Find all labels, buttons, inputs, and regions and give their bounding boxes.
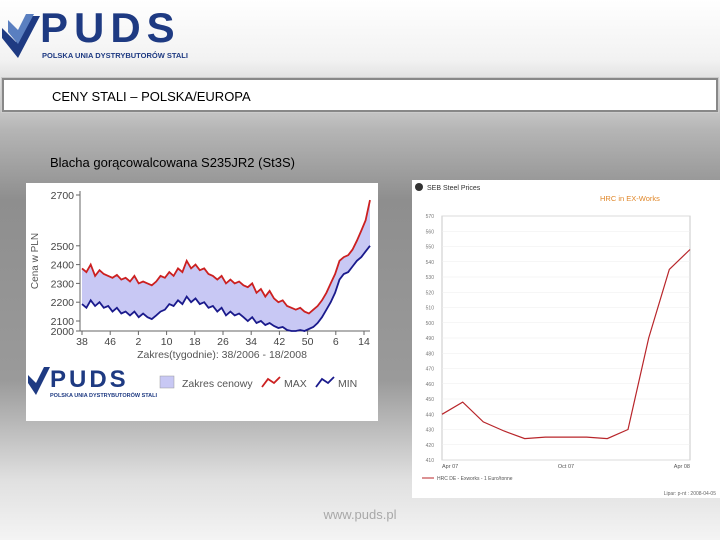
max-series-line — [81, 199, 371, 315]
y-tick-label: 510 — [426, 306, 435, 312]
x-tick-label: Apr 08 — [674, 464, 690, 470]
y-tick-label: 540 — [426, 260, 435, 266]
x-tick-label: 6 — [333, 336, 339, 348]
logo-subtitle: POLSKA UNIA DYSTRYBUTORÓW STALI — [42, 51, 188, 60]
product-title: Blacha gorącowalcowana S235JR2 (St3S) — [50, 155, 295, 170]
puds-chart-logo: PUDS POLSKA UNIA DYSTRYBUTORÓW STALI — [28, 366, 158, 399]
y-tick-label: 2500 — [51, 241, 75, 253]
legend-range-swatch — [159, 375, 175, 389]
x-tick-label: 26 — [217, 336, 229, 348]
y-axis-label: Cena w PLN — [30, 233, 41, 289]
price-range-area — [82, 200, 370, 331]
legend-min-swatch — [315, 376, 335, 388]
x-tick-label: 10 — [161, 336, 173, 348]
y-tick-label: 430 — [426, 428, 435, 434]
y-tick-label: 570 — [426, 214, 435, 220]
y-tick-label: 2400 — [51, 260, 75, 272]
y-tick-label: 2200 — [51, 297, 75, 309]
seb-steel-prices-chart: SEB Steel Prices HRC in EX-Works 410 420 4… — [412, 180, 720, 498]
seb-chart-title: SEB Steel Prices — [427, 185, 481, 192]
legend-max-swatch — [261, 376, 281, 388]
y-tick-label: 2000 — [51, 326, 75, 338]
min-series-line — [81, 245, 371, 332]
y-tick-label: 420 — [426, 443, 435, 449]
x-tick-label: 34 — [245, 336, 257, 348]
x-tick-label: 2 — [135, 336, 141, 348]
chart-logo-text: PUDS — [50, 366, 129, 393]
y-tick-label: 450 — [426, 397, 435, 403]
x-tick-label: 50 — [302, 336, 314, 348]
footer-url: www.puds.pl — [323, 507, 397, 522]
legend-max-label: MAX — [284, 378, 307, 390]
x-tick-label: 42 — [274, 336, 286, 348]
y-tick-label: 2100 — [51, 316, 75, 328]
puds-logo-icon: PUDS POLSKA UNIA DYSTRYBUTORÓW STALI — [2, 4, 188, 60]
header-logo: PUDS POLSKA UNIA DYSTRYBUTORÓW STALI — [0, 0, 260, 72]
y-tick-label: 2300 — [51, 278, 75, 290]
y-tick-label: 520 — [426, 290, 435, 296]
y-tick-label: 560 — [426, 229, 435, 235]
y-tick-label: 440 — [426, 412, 435, 418]
y-tick-label: 470 — [426, 367, 435, 373]
x-tick-label: 38 — [76, 336, 88, 348]
y-tick-label: 410 — [426, 458, 435, 464]
logo-text: PUDS — [40, 4, 181, 51]
x-tick-label: 18 — [189, 336, 201, 348]
y-tick-label: 530 — [426, 275, 435, 281]
legend-min-label: MIN — [338, 378, 357, 390]
x-tick-label: 14 — [358, 336, 370, 348]
y-tick-label: 460 — [426, 382, 435, 388]
chart-logo-subtitle: POLSKA UNIA DYSTRYBUTORÓW STALI — [50, 391, 158, 399]
y-tick-label: 480 — [426, 351, 435, 357]
legend-hrc-label: HRC DE - Exworks - 1 Euro/tonne — [437, 476, 513, 482]
x-tick-label: Oct 07 — [558, 464, 574, 470]
y-tick-label: 2700 — [51, 190, 75, 202]
x-tick-label: 46 — [104, 336, 116, 348]
seb-chart-svg: SEB Steel Prices HRC in EX-Works 410 420 4… — [415, 183, 716, 497]
y-tick-label: 500 — [426, 321, 435, 327]
seb-chart-subtitle: HRC in EX-Works — [600, 194, 660, 203]
section-title-bar: CENY STALI – POLSKA/EUROPA — [1, 77, 719, 113]
seb-logo-icon — [415, 183, 423, 191]
section-title: CENY STALI – POLSKA/EUROPA — [52, 89, 251, 104]
y-tick-label: 550 — [426, 245, 435, 251]
legend-range-label: Zakres cenowy — [182, 378, 253, 390]
puds-mark-icon — [28, 367, 50, 395]
x-tick-label: Apr 07 — [442, 464, 458, 470]
puds-price-chart: 2000 2100 2200 2300 2400 2500 2700 38 46 2 10 18 26… — [26, 183, 378, 421]
left-chart-legend: Zakres cenowy MAX MIN — [159, 375, 357, 390]
hrc-price-line — [441, 249, 691, 440]
y-tick-label: 490 — [426, 336, 435, 342]
x-axis-label: Zakres(tygodnie): 38/2006 - 18/2008 — [137, 349, 307, 361]
source-note: Lipar: p-nt : 2008-04-05 — [664, 491, 716, 497]
